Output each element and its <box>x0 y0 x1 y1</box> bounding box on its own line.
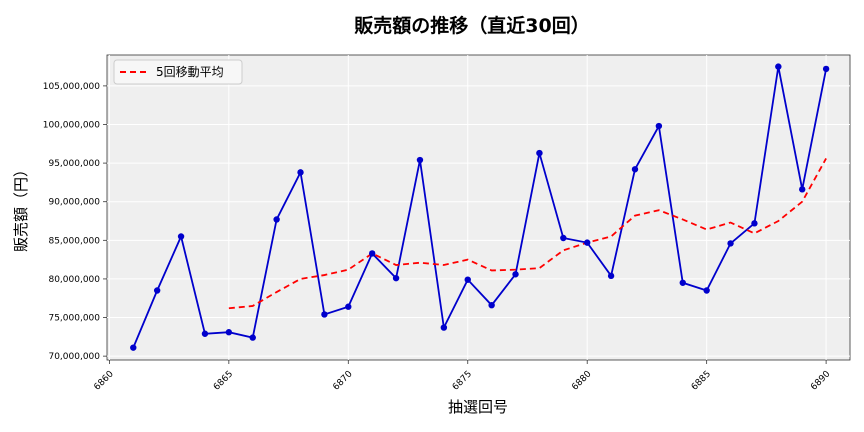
data-point-sales <box>440 324 448 331</box>
chart-title: 販売額の推移（直近30回） <box>354 14 589 37</box>
y-tick-label: 90,000,000 <box>48 198 100 208</box>
data-point-sales <box>631 166 639 173</box>
data-point-sales <box>655 122 663 130</box>
legend-box <box>113 59 243 85</box>
data-point-sales <box>751 220 758 227</box>
data-point-sales <box>584 239 591 246</box>
y-tick-label: 75,000,000 <box>48 314 100 324</box>
x-axis-title: 抽選回号 <box>448 398 508 416</box>
x-tick-label: 6875 <box>451 369 474 392</box>
y-tick-label: 80,000,000 <box>48 275 100 285</box>
legend: 5回移動平均 <box>113 59 243 85</box>
data-point-sales <box>536 149 543 157</box>
data-point-sales <box>392 274 400 282</box>
legend-label-moving-average: 5回移動平均 <box>156 65 224 79</box>
data-point-sales <box>321 311 328 318</box>
data-point-sales <box>607 272 615 280</box>
data-point-sales <box>799 186 806 193</box>
data-point-sales <box>273 216 280 223</box>
x-tick-label: 6890 <box>809 369 832 392</box>
data-point-sales <box>464 276 471 283</box>
y-tick-label: 70,000,000 <box>48 352 100 362</box>
grid-layer <box>107 55 850 360</box>
y-axis-title: 販売額（円） <box>12 162 30 252</box>
series-layer <box>130 63 830 351</box>
data-point-sales <box>727 240 734 247</box>
data-point-sales <box>153 287 161 294</box>
plot-area <box>106 54 851 361</box>
data-point-sales <box>177 233 185 240</box>
data-point-sales <box>679 279 686 286</box>
data-point-sales <box>201 330 209 337</box>
x-tick-label: 6885 <box>690 369 713 392</box>
y-tick-label: 105,000,000 <box>43 82 101 92</box>
x-tick-label: 6860 <box>92 369 115 392</box>
data-point-sales <box>560 234 567 242</box>
y-tick-label: 95,000,000 <box>48 159 100 169</box>
y-tick-label: 85,000,000 <box>48 236 100 246</box>
data-point-sales <box>488 301 495 309</box>
x-tick-label: 6865 <box>212 369 235 392</box>
data-point-sales <box>512 271 519 278</box>
data-point-sales <box>297 169 304 176</box>
data-point-sales <box>225 329 233 336</box>
data-point-sales <box>345 303 352 310</box>
x-tick-label: 6870 <box>331 369 354 392</box>
data-point-sales <box>822 65 830 73</box>
data-point-sales <box>368 250 376 257</box>
data-point-sales <box>775 63 782 70</box>
x-tick-label: 6880 <box>570 369 593 392</box>
data-point-sales <box>703 287 710 294</box>
series-line-sales <box>132 66 827 348</box>
y-tick-label: 100,000,000 <box>43 120 101 130</box>
data-point-sales <box>130 344 137 351</box>
data-point-sales <box>249 334 256 341</box>
data-point-sales <box>416 156 424 164</box>
